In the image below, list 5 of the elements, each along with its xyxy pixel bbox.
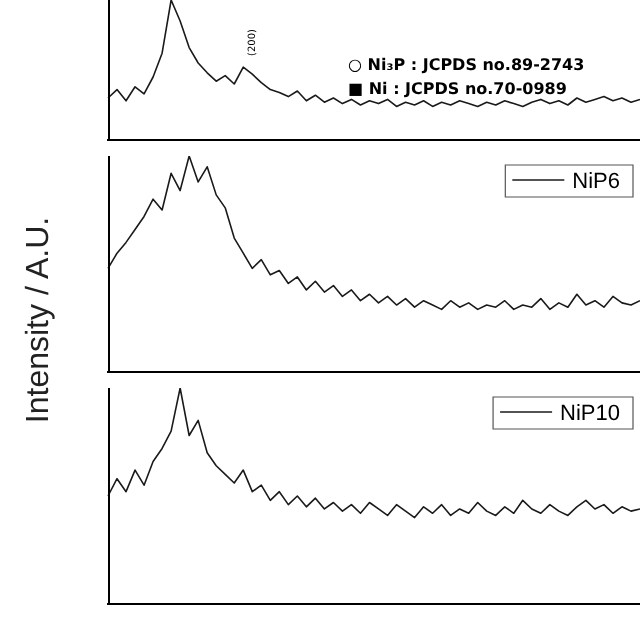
annotation: ○ Ni₃P : JCPDS no.89-2743 (348, 56, 585, 75)
y-axis-title: Intensity / A.U. (22, 216, 58, 424)
annotation: ■ Ni : JCPDS no.70-0989 (348, 80, 568, 99)
legend-label: NiP6 (572, 170, 620, 195)
legend-label: NiP10 (560, 402, 621, 427)
